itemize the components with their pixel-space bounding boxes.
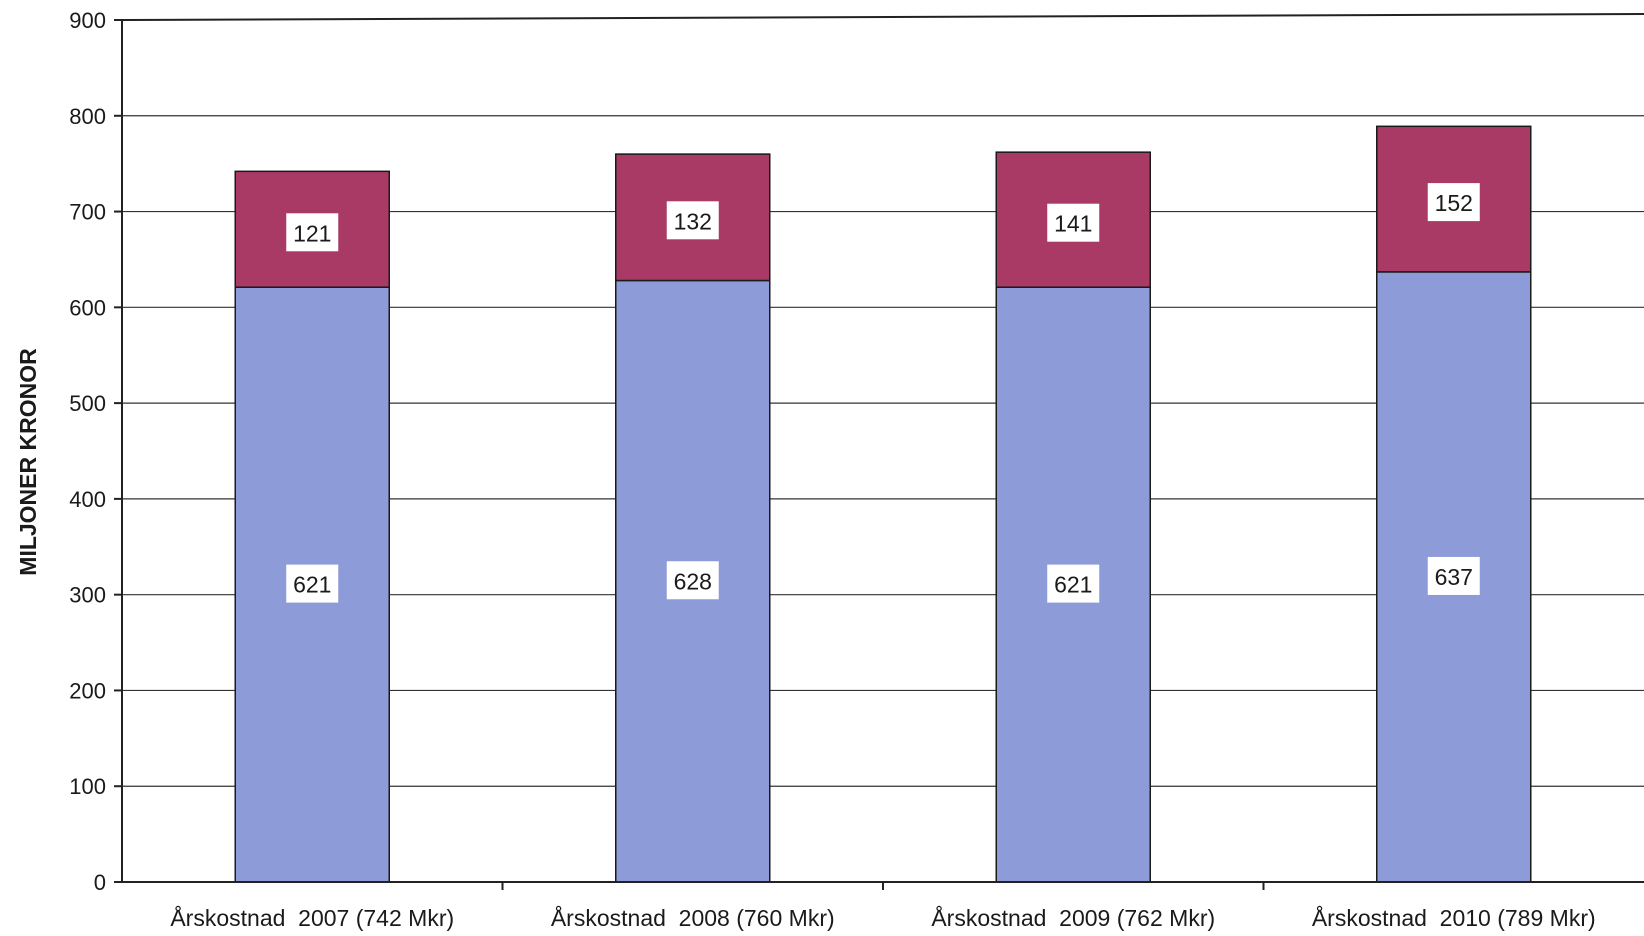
data-label: 628 xyxy=(674,568,712,594)
data-label-box xyxy=(286,213,339,252)
x-category-label: Årskostnad 2010 (789 Mkr) xyxy=(1312,904,1596,931)
data-label: 621 xyxy=(1054,572,1092,598)
data-label-box xyxy=(1427,556,1480,595)
data-label: 141 xyxy=(1054,211,1092,237)
x-category-label: Årskostnad 2009 (762 Mkr) xyxy=(931,904,1215,931)
y-tick-label: 400 xyxy=(69,487,106,512)
data-label-box xyxy=(666,201,719,240)
data-label-box xyxy=(1047,203,1100,242)
data-label: 132 xyxy=(674,208,712,234)
data-label: 152 xyxy=(1435,190,1473,216)
y-tick-label: 200 xyxy=(69,678,106,703)
y-tick-label: 600 xyxy=(69,295,106,320)
data-label-box xyxy=(1047,564,1100,603)
x-category-label: Årskostnad 2008 (760 Mkr) xyxy=(551,904,835,931)
y-tick-label: 900 xyxy=(69,8,106,33)
data-label: 621 xyxy=(293,572,331,598)
y-tick-label: 700 xyxy=(69,200,106,225)
data-label-box xyxy=(1427,183,1480,222)
data-label-box xyxy=(286,564,339,603)
y-axis-label: MILJONER KRONOR xyxy=(15,348,41,576)
data-label: 637 xyxy=(1435,564,1473,590)
data-label: 121 xyxy=(293,220,331,246)
x-category-label: Årskostnad 2007 (742 Mkr) xyxy=(170,904,454,931)
y-tick-label: 800 xyxy=(69,104,106,129)
x-category-labels: Årskostnad 2007 (742 Mkr) Årskostnad 2008… xyxy=(170,882,1596,931)
y-tick-label: 300 xyxy=(69,583,106,608)
plot-top-border xyxy=(121,13,1644,21)
y-tick-labels: 0 100 200 300 400 500 600 700 800 900 xyxy=(69,8,122,895)
data-label-box xyxy=(666,561,719,600)
data-labels: 621 121 628 132 621 141 637 152 xyxy=(286,183,1480,603)
bars xyxy=(234,125,1532,883)
y-tick-label: 0 xyxy=(94,870,106,895)
y-tick-label: 500 xyxy=(69,391,106,416)
y-tick-label: 100 xyxy=(69,774,106,799)
